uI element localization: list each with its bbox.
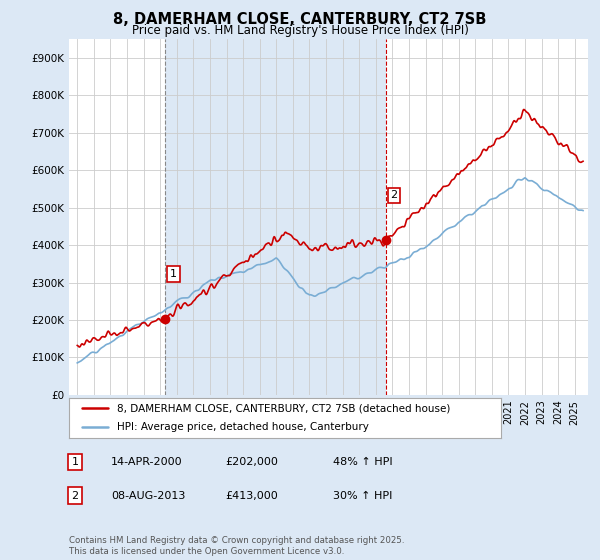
Text: HPI: Average price, detached house, Canterbury: HPI: Average price, detached house, Cant… xyxy=(116,422,368,432)
Text: 48% ↑ HPI: 48% ↑ HPI xyxy=(333,457,392,467)
Text: Price paid vs. HM Land Registry's House Price Index (HPI): Price paid vs. HM Land Registry's House … xyxy=(131,24,469,36)
Text: 2: 2 xyxy=(391,190,398,200)
Text: 08-AUG-2013: 08-AUG-2013 xyxy=(111,491,185,501)
Text: 8, DAMERHAM CLOSE, CANTERBURY, CT2 7SB: 8, DAMERHAM CLOSE, CANTERBURY, CT2 7SB xyxy=(113,12,487,27)
Text: 1: 1 xyxy=(71,457,79,467)
Bar xyxy=(165,39,386,395)
Text: 2: 2 xyxy=(71,491,79,501)
Text: £413,000: £413,000 xyxy=(225,491,278,501)
Text: 1: 1 xyxy=(170,269,177,279)
Text: £202,000: £202,000 xyxy=(225,457,278,467)
Text: 14-APR-2000: 14-APR-2000 xyxy=(111,457,182,467)
Text: Contains HM Land Registry data © Crown copyright and database right 2025.
This d: Contains HM Land Registry data © Crown c… xyxy=(69,536,404,556)
Text: 30% ↑ HPI: 30% ↑ HPI xyxy=(333,491,392,501)
Text: 8, DAMERHAM CLOSE, CANTERBURY, CT2 7SB (detached house): 8, DAMERHAM CLOSE, CANTERBURY, CT2 7SB (… xyxy=(116,404,450,413)
